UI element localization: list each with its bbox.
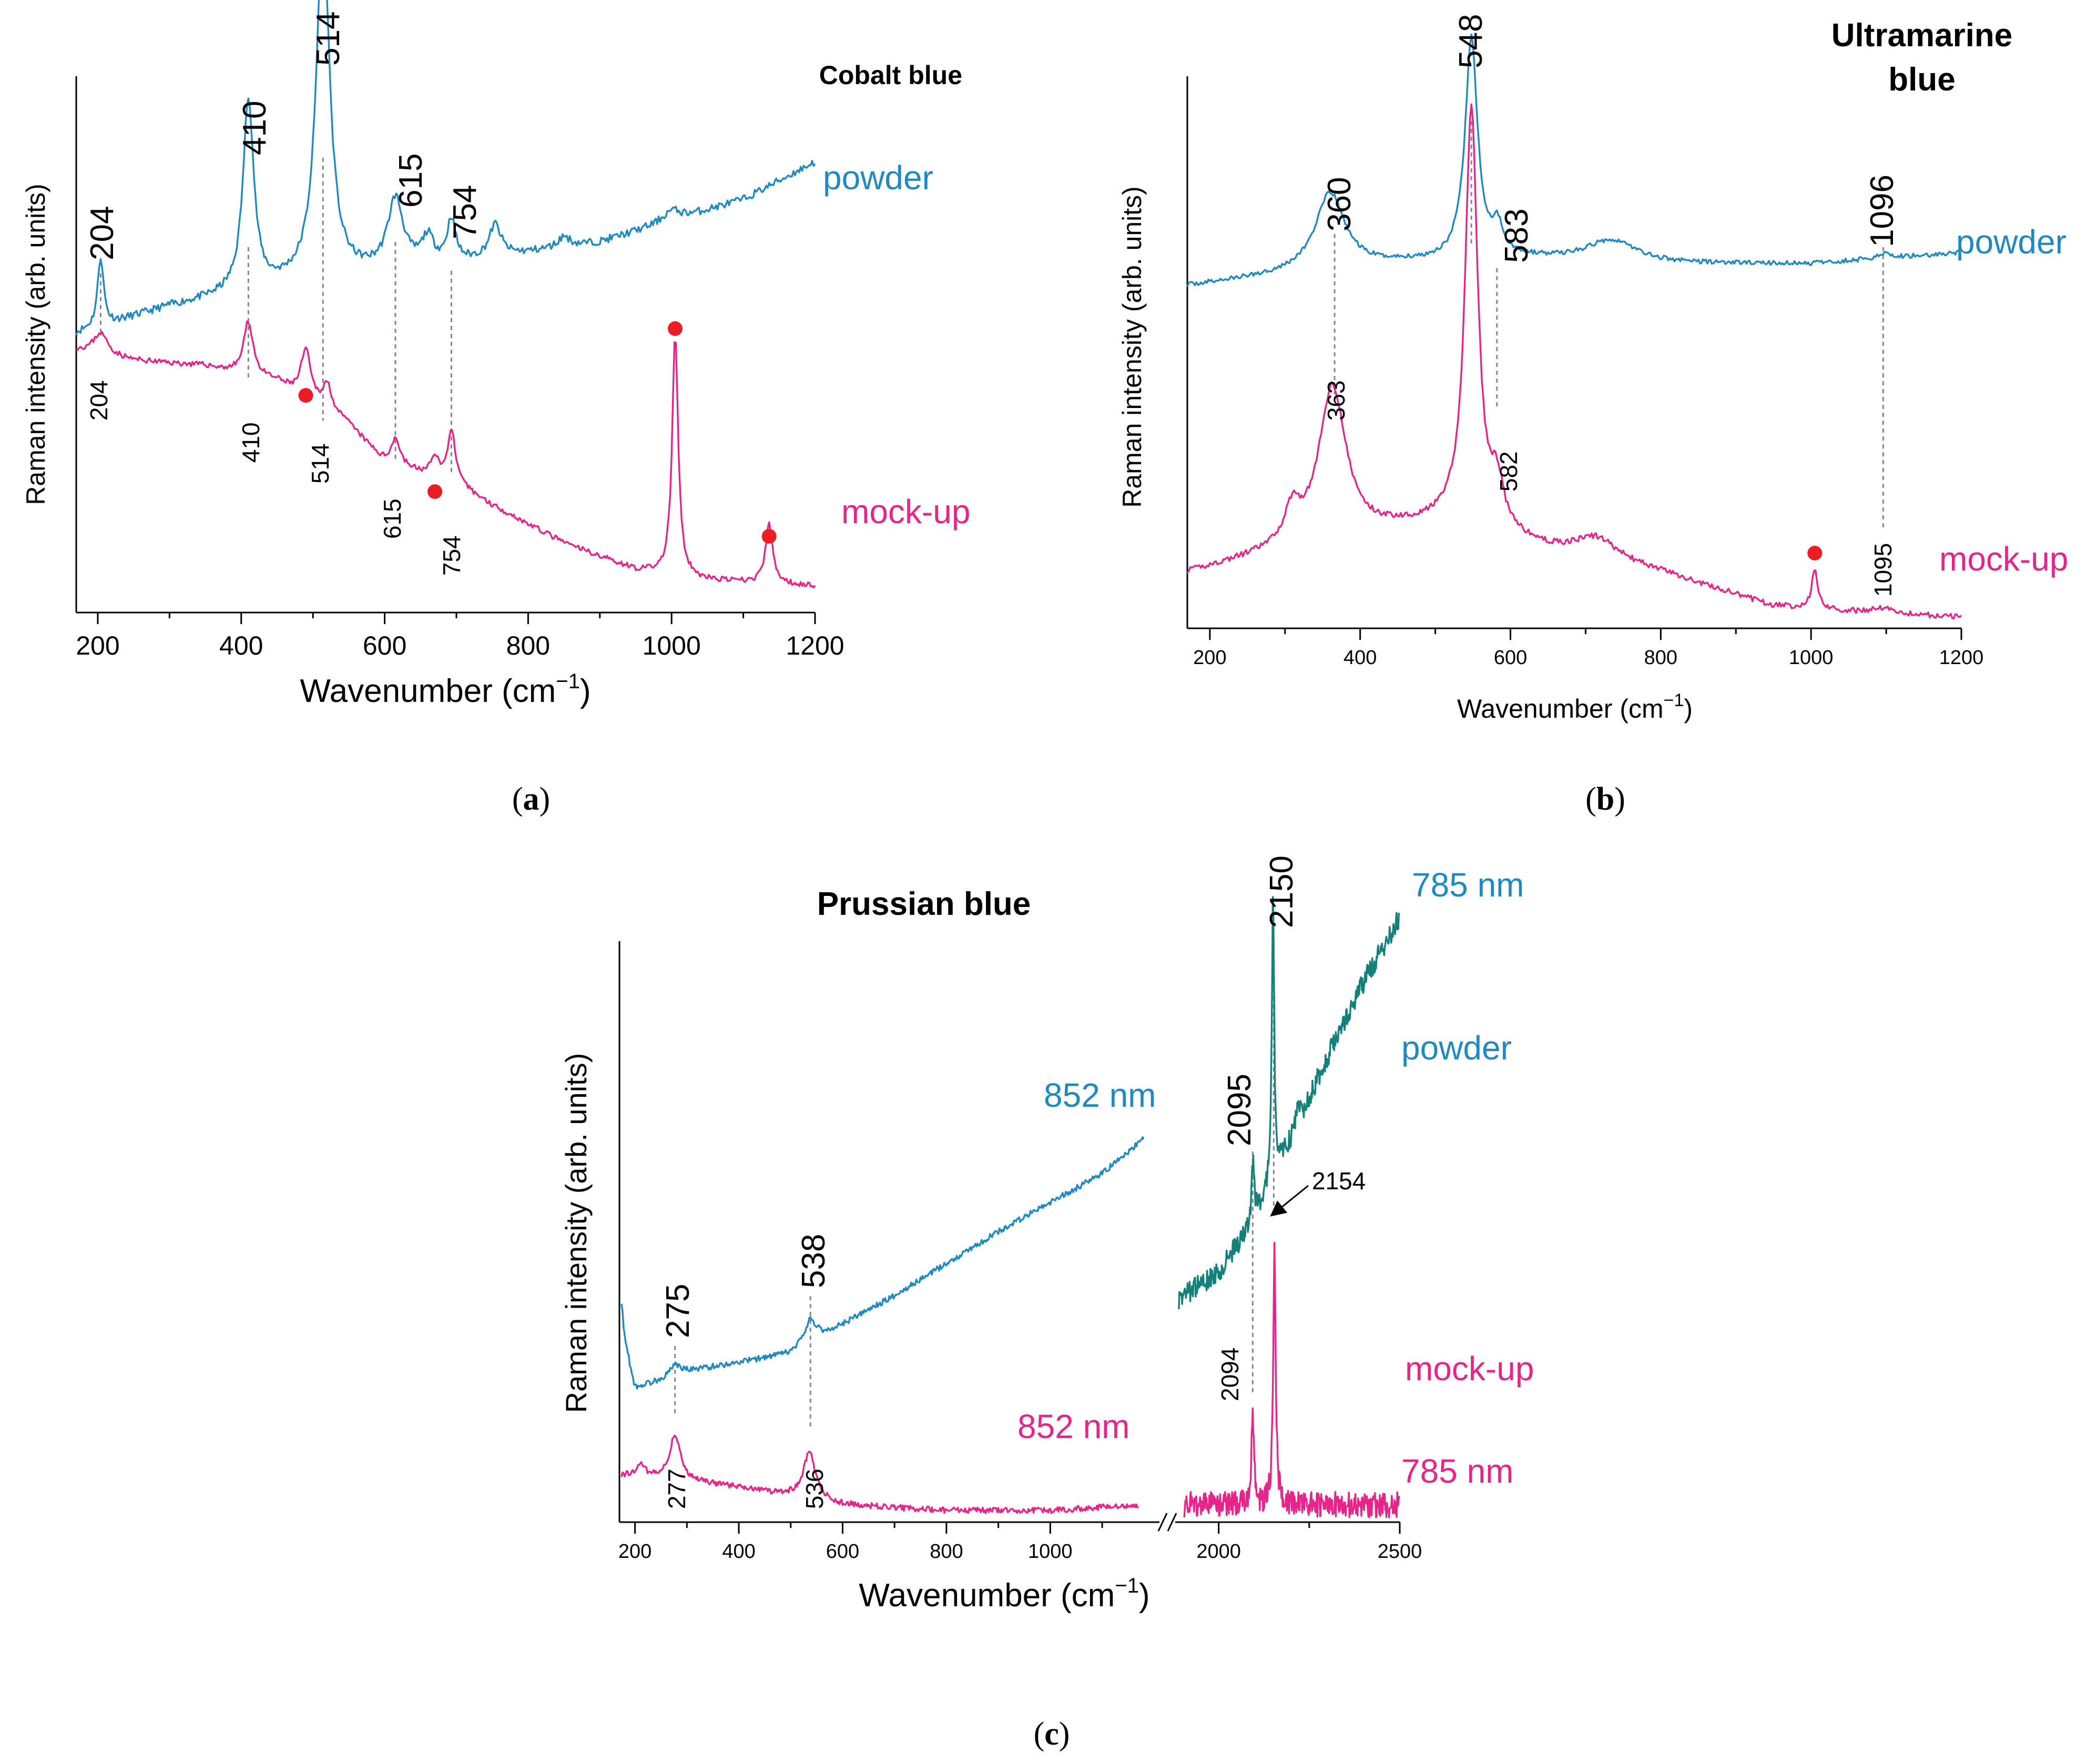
panel-b-ultramarine-blue: 200 400 600 800 1000 1200 Ultramarine blue Ra… [1117, 14, 2068, 817]
panel-a-y-label: Raman intensity (arb. units) [21, 183, 50, 505]
panel-b-guide-lines [1333, 121, 1884, 531]
panel-b-x-label: Wavenumber (cm−1) [1457, 690, 1693, 723]
panel-c-powder-785-spectrum [1178, 896, 1400, 1310]
panel-b-mockup-peak-582: 582 [1495, 451, 1522, 492]
panel-a-ticks [97, 613, 816, 624]
panel-c-peak-275: 275 [660, 1284, 696, 1338]
panel-c-axis-break-right [1167, 1513, 1177, 1532]
panel-b-tick-label-800: 800 [1644, 647, 1677, 669]
panel-a-tick-label-600: 600 [363, 631, 406, 660]
panel-a-marker-490 [298, 388, 313, 403]
panel-c-mockup-label: mock-up [1405, 1350, 1534, 1388]
panel-c-left-tick-label-600: 600 [826, 1541, 859, 1563]
panel-c-title: Prussian blue [817, 886, 1031, 922]
panel-c-powder-label: powder [1401, 1029, 1512, 1067]
panel-b-powder-spectrum [1186, 33, 1962, 287]
panel-c-right-tick-label-2500: 2500 [1378, 1541, 1422, 1563]
panel-a-peak-514: 514 [310, 12, 347, 66]
panel-c-peak-2150: 2150 [1264, 855, 1300, 928]
panel-b-marker-1005 [1807, 546, 1823, 560]
panel-c-right-tick-label-2000: 2000 [1196, 1541, 1241, 1563]
panel-a-powder-spectrum [75, 0, 816, 336]
panel-c-ticks [634, 1522, 1401, 1534]
panel-a-guide-lines [99, 158, 452, 473]
panel-b-tick-label-1000: 1000 [1789, 647, 1834, 669]
panel-c-prussian-blue: 200 400 600 800 1000 2000 2500 Prussian blue R… [559, 855, 1534, 1752]
panel-b-y-label: Raman intensity (arb. units) [1117, 186, 1147, 507]
panel-b-peak-360: 360 [1321, 177, 1358, 231]
panel-b-title-line1: Ultramarine [1831, 17, 2013, 54]
panel-a-title: Cobalt blue [819, 60, 962, 90]
panel-b-peak-1096: 1096 [1864, 175, 1900, 247]
panel-c-axis-break-left [1157, 1513, 1168, 1532]
panel-a-mockup-peak-615: 615 [379, 498, 406, 539]
panel-c-852-powder-label: 852 nm [1044, 1076, 1156, 1114]
panel-a-tick-label-1200: 1200 [786, 631, 844, 660]
panel-a-tick-label-400: 400 [219, 631, 263, 660]
panel-b-powder-label: powder [1956, 223, 2067, 261]
panel-a-mockup-peak-410: 410 [237, 422, 264, 463]
panel-a-peak-204: 204 [84, 206, 120, 260]
panel-c-left-tick-label-1000: 1000 [1028, 1541, 1073, 1563]
panel-c-x-label: Wavenumber (cm−1) [859, 1574, 1149, 1614]
panel-c-left-tick-label-200: 200 [618, 1541, 652, 1563]
panel-c-caption: (c) [1034, 1716, 1070, 1752]
panel-c-852-mockup-label: 852 nm [1017, 1408, 1129, 1445]
panel-a-markers [298, 321, 777, 544]
panel-b-tick-label-400: 400 [1343, 647, 1377, 669]
panel-a-mockup-spectrum [76, 320, 816, 588]
panel-a-mockup-peak-204: 204 [85, 380, 113, 421]
panel-c-tick-labels: 200 400 600 800 1000 2000 2500 [618, 1541, 1422, 1563]
panel-b-mockup-peak-1095: 1095 [1869, 543, 1897, 597]
panel-c-mockup-peak-277: 277 [663, 1469, 690, 1509]
panel-a-tick-label-800: 800 [506, 631, 550, 660]
panel-c-left-tick-label-800: 800 [930, 1541, 963, 1563]
panel-b-ticks [1209, 628, 1962, 640]
panel-c-powder-852-spectrum [620, 1136, 1145, 1390]
panel-b-tick-labels: 200 400 600 800 1000 1200 [1193, 647, 1983, 669]
panel-a-peak-410: 410 [237, 101, 273, 155]
panel-b-markers [1807, 546, 1823, 560]
panel-a-mockup-peak-754: 754 [438, 535, 465, 576]
panel-c-arrow-2154 [1270, 1185, 1309, 1217]
panel-a-caption: (a) [512, 781, 550, 817]
panel-a-peak-754: 754 [447, 185, 483, 239]
panel-c-mockup-852-spectrum [620, 1434, 1139, 1514]
panel-b-mockup-peak-363: 363 [1322, 380, 1350, 421]
panel-a-tick-label-200: 200 [76, 631, 119, 660]
panel-c-785-mockup-label: 785 nm [1401, 1452, 1513, 1490]
panel-b-peak-548: 548 [1453, 14, 1489, 68]
panel-b-tick-label-600: 600 [1494, 647, 1527, 669]
panel-b-caption: (b) [1585, 781, 1625, 817]
panel-c-mockup-peak-2094: 2094 [1216, 1348, 1244, 1401]
panel-a-cobalt-blue: 200 400 600 800 1000 1200 Cobalt blue Raman i… [21, 0, 970, 817]
panel-a-tick-labels: 200 400 600 800 1000 1200 [76, 631, 844, 660]
panel-a-mockup-label: mock-up [841, 493, 970, 531]
panel-a-x-label: Wavenumber (cm−1) [300, 670, 591, 709]
panel-a-marker-1005 [668, 321, 683, 336]
panel-a-marker-1136 [761, 529, 777, 544]
panel-b-mockup-spectrum [1186, 103, 1962, 619]
panel-a-mockup-peak-514: 514 [307, 443, 334, 484]
panel-b-tick-label-1200: 1200 [1939, 647, 1984, 669]
panel-b-tick-label-200: 200 [1193, 647, 1226, 669]
panel-a-marker-670 [427, 484, 443, 499]
panel-a-tick-label-1000: 1000 [643, 631, 701, 660]
panel-c-guide-lines [674, 941, 1275, 1430]
panel-c-peak-2095: 2095 [1221, 1074, 1258, 1146]
panel-b-title-line2: blue [1888, 62, 1955, 98]
panel-c-y-label: Raman intensity (arb. units) [559, 1053, 593, 1413]
panel-a-peak-615: 615 [393, 154, 429, 208]
panel-c-peak-538: 538 [796, 1234, 832, 1288]
panel-c-785-powder-label: 785 nm [1412, 866, 1524, 904]
panel-a-powder-label: powder [823, 159, 933, 197]
panel-c-mockup-785-spectrum [1183, 1241, 1400, 1518]
panel-b-mockup-label: mock-up [1939, 540, 2068, 578]
panel-c-left-tick-label-400: 400 [722, 1541, 755, 1563]
panel-c-mockup-peak-536: 536 [801, 1469, 828, 1509]
panel-b-peak-583: 583 [1499, 209, 1535, 263]
panel-c-mockup-peak-2154: 2154 [1312, 1167, 1366, 1195]
